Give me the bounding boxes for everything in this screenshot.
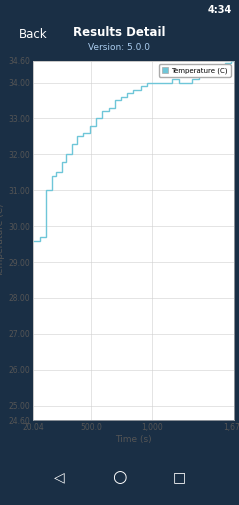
- Text: 4:34: 4:34: [208, 5, 232, 15]
- Text: Version: 5.0.0: Version: 5.0.0: [88, 42, 151, 52]
- Text: ◁: ◁: [54, 471, 65, 484]
- Legend: Temperature (C): Temperature (C): [159, 65, 231, 77]
- Text: Results Detail: Results Detail: [73, 26, 166, 39]
- Text: □: □: [173, 471, 186, 484]
- Y-axis label: Temperature (C): Temperature (C): [0, 204, 5, 277]
- Text: ○: ○: [112, 469, 127, 486]
- Text: Back: Back: [19, 28, 48, 41]
- X-axis label: Time (s): Time (s): [115, 435, 152, 443]
